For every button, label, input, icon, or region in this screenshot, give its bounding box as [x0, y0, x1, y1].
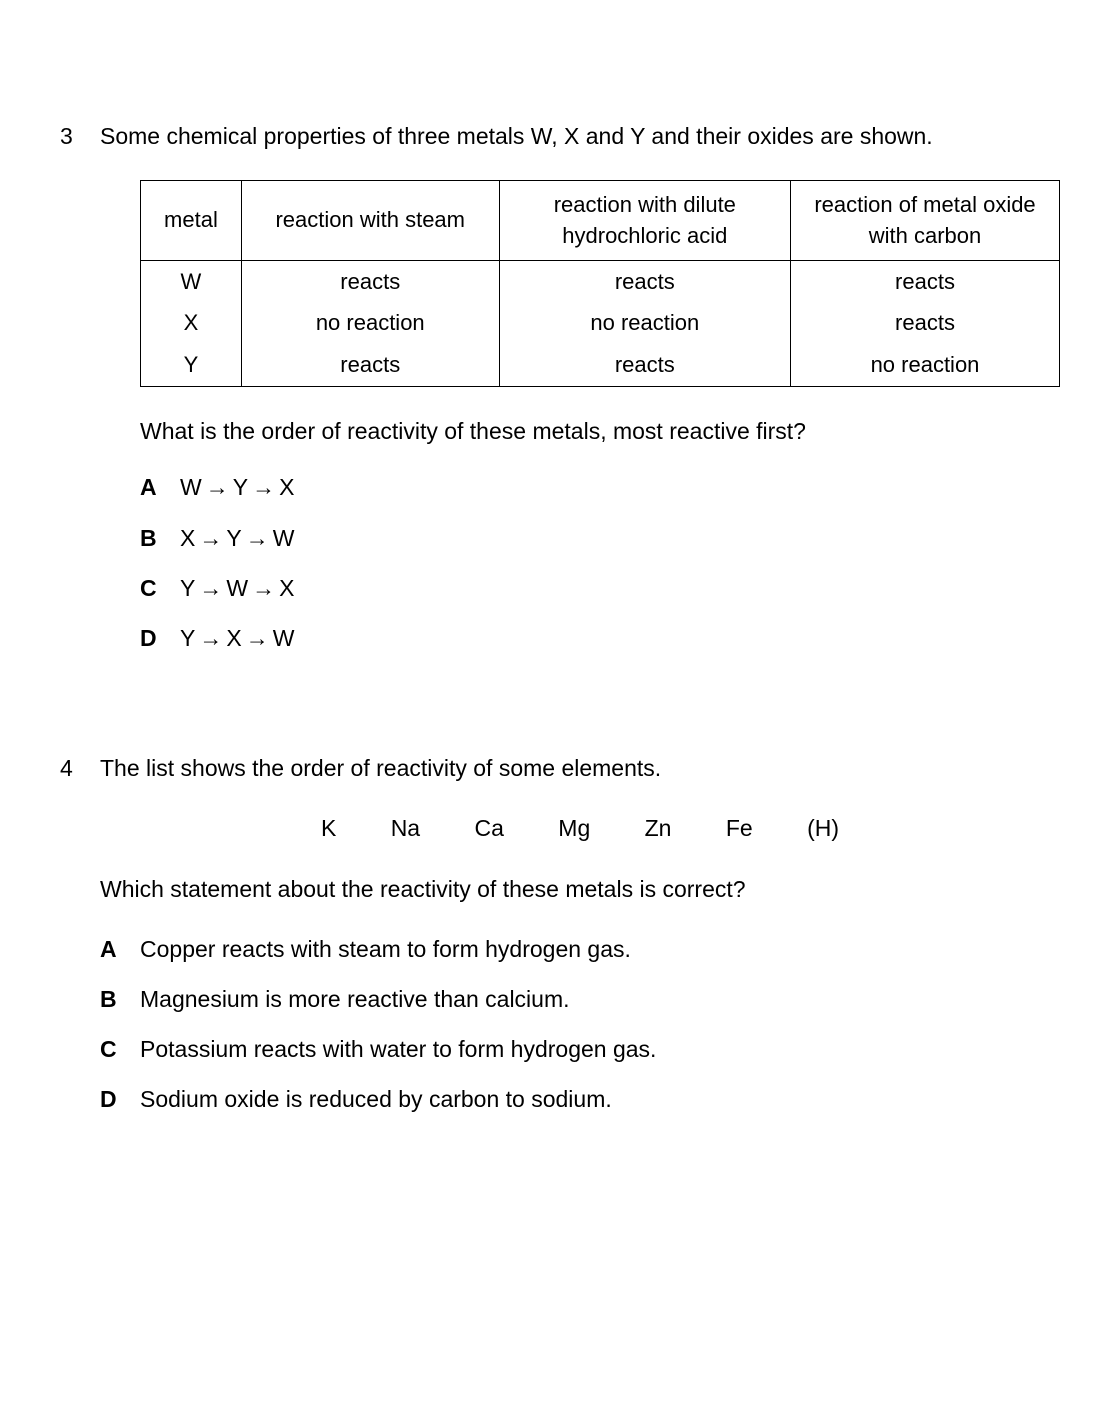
- seq-item: Y: [180, 625, 195, 651]
- option-b: B X→Y→W: [140, 522, 1060, 554]
- seq-item: X: [180, 525, 195, 551]
- table-cell: reacts: [241, 261, 499, 303]
- option-text: Potassium reacts with water to form hydr…: [140, 1033, 1060, 1065]
- table-header-row: metal reaction with steam reaction with …: [141, 181, 1060, 261]
- question-3-text: Some chemical properties of three metals…: [100, 120, 1060, 152]
- reactivity-table: metal reaction with steam reaction with …: [140, 180, 1060, 387]
- option-letter: B: [100, 983, 140, 1015]
- table-cell: no reaction: [791, 345, 1060, 387]
- element-item: Fe: [726, 812, 753, 844]
- question-4-body: The list shows the order of reactivity o…: [100, 752, 1060, 1133]
- seq-item: W: [226, 575, 248, 601]
- table-cell: no reaction: [241, 303, 499, 345]
- table-cell: reacts: [499, 345, 790, 387]
- table-row: Y reacts reacts no reaction: [141, 345, 1060, 387]
- question-3: 3 Some chemical properties of three meta…: [60, 120, 1060, 672]
- arrow-icon: →: [246, 625, 269, 651]
- question-3-table-wrap: metal reaction with steam reaction with …: [100, 180, 1060, 387]
- seq-item: X: [279, 474, 294, 500]
- table-cell: reacts: [499, 261, 790, 303]
- option-c: C Potassium reacts with water to form hy…: [100, 1033, 1060, 1065]
- seq-item: X: [226, 625, 241, 651]
- seq-item: X: [279, 575, 294, 601]
- arrow-icon: →: [199, 575, 222, 601]
- element-item: Zn: [645, 812, 672, 844]
- seq-item: W: [273, 625, 295, 651]
- option-text: X→Y→W: [180, 522, 1060, 554]
- question-3-row: 3 Some chemical properties of three meta…: [60, 120, 1060, 672]
- option-letter: C: [140, 572, 180, 604]
- arrow-icon: →: [199, 525, 222, 551]
- question-4-row: 4 The list shows the order of reactivity…: [60, 752, 1060, 1133]
- element-item: Na: [391, 812, 420, 844]
- question-4: 4 The list shows the order of reactivity…: [60, 752, 1060, 1133]
- option-letter: A: [100, 933, 140, 965]
- option-letter: B: [140, 522, 180, 554]
- table-row: X no reaction no reaction reacts: [141, 303, 1060, 345]
- option-text: Sodium oxide is reduced by carbon to sod…: [140, 1083, 1060, 1115]
- table-cell: reacts: [241, 345, 499, 387]
- table-cell: reacts: [791, 303, 1060, 345]
- element-item: (H): [807, 812, 839, 844]
- arrow-icon: →: [199, 625, 222, 651]
- table-row: W reacts reacts reacts: [141, 261, 1060, 303]
- seq-item: Y: [180, 575, 195, 601]
- option-text: Copper reacts with steam to form hydroge…: [140, 933, 1060, 965]
- table-cell: reacts: [791, 261, 1060, 303]
- question-4-options: A Copper reacts with steam to form hydro…: [100, 933, 1060, 1116]
- question-4-text: The list shows the order of reactivity o…: [100, 752, 1060, 784]
- option-d: D Y→X→W: [140, 622, 1060, 654]
- option-d: D Sodium oxide is reduced by carbon to s…: [100, 1083, 1060, 1115]
- element-item: Ca: [474, 812, 503, 844]
- seq-item: W: [180, 474, 202, 500]
- seq-item: Y: [233, 474, 248, 500]
- question-4-subtext: Which statement about the reactivity of …: [100, 873, 1060, 905]
- seq-item: W: [273, 525, 295, 551]
- question-3-subtext: What is the order of reactivity of these…: [100, 415, 1060, 447]
- arrow-icon: →: [252, 575, 275, 601]
- table-cell: Y: [141, 345, 242, 387]
- table-cell: X: [141, 303, 242, 345]
- option-text: Y→W→X: [180, 572, 1060, 604]
- option-text: Y→X→W: [180, 622, 1060, 654]
- option-text: W→Y→X: [180, 471, 1060, 503]
- question-3-body: Some chemical properties of three metals…: [100, 120, 1060, 672]
- arrow-icon: →: [252, 474, 275, 500]
- question-4-number: 4: [60, 752, 100, 784]
- option-a: A W→Y→X: [140, 471, 1060, 503]
- element-list: K Na Ca Mg Zn Fe (H): [100, 812, 1060, 844]
- option-letter: D: [100, 1083, 140, 1115]
- arrow-icon: →: [206, 474, 229, 500]
- option-c: C Y→W→X: [140, 572, 1060, 604]
- option-letter: D: [140, 622, 180, 654]
- element-item: K: [321, 812, 336, 844]
- table-cell: no reaction: [499, 303, 790, 345]
- table-header: reaction with dilute hydrochloric acid: [499, 181, 790, 261]
- table-header: metal: [141, 181, 242, 261]
- option-text: Magnesium is more reactive than calcium.: [140, 983, 1060, 1015]
- arrow-icon: →: [246, 525, 269, 551]
- table-header: reaction of metal oxide with carbon: [791, 181, 1060, 261]
- option-letter: C: [100, 1033, 140, 1065]
- table-cell: W: [141, 261, 242, 303]
- element-item: Mg: [558, 812, 590, 844]
- question-3-options: A W→Y→X B X→Y→W C Y→W→X: [100, 471, 1060, 654]
- seq-item: Y: [226, 525, 241, 551]
- question-3-number: 3: [60, 120, 100, 152]
- option-a: A Copper reacts with steam to form hydro…: [100, 933, 1060, 965]
- option-letter: A: [140, 471, 180, 503]
- table-header: reaction with steam: [241, 181, 499, 261]
- option-b: B Magnesium is more reactive than calciu…: [100, 983, 1060, 1015]
